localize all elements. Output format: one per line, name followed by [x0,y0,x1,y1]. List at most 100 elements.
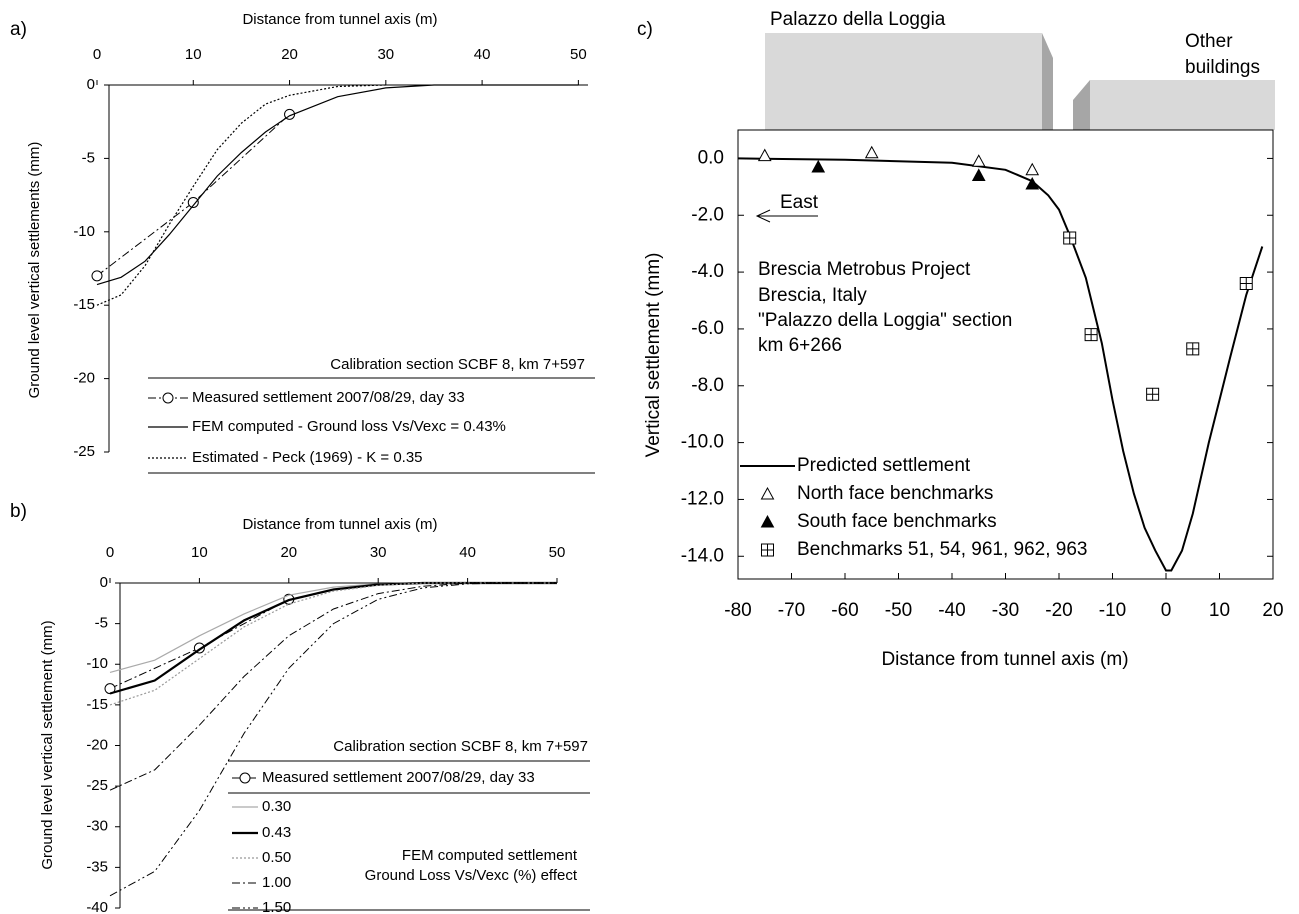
legend-marker [760,514,775,528]
y-tick-label: -10 [73,223,95,240]
y-axis-label: Ground level vertical settlements (mm) [26,142,43,399]
marker [187,196,199,208]
x-tick-label: 30 [370,544,387,561]
y-tick-label: -30 [86,818,108,835]
y-tick-label: 0.0 [698,147,724,168]
annotation: km 6+266 [758,335,842,356]
x-tick-label: 10 [185,46,202,63]
series-line [96,114,290,277]
x-tick-label: 10 [191,544,208,561]
y-axis-label: Vertical settlement (mm) [643,253,664,458]
annotation: Ground Loss Vs/Vexc (%) effect [365,867,578,884]
marker [1025,176,1040,190]
marker [757,148,772,162]
y-tick-label: 0 [100,574,108,591]
x-tick-label: -80 [724,600,751,621]
marker [864,145,879,159]
series-line [109,582,557,673]
arrow-head [755,209,771,223]
legend-label: Estimated - Peck (1969) - K = 0.35 [192,449,423,466]
y-tick-label: -20 [86,736,108,753]
marker [104,683,116,695]
x-tick-label: -60 [831,600,858,621]
x-tick-label: -40 [938,600,965,621]
marker [1084,328,1098,342]
marker [971,168,986,181]
legend-label: Measured settlement 2007/08/29, day 33 [262,769,535,786]
marker [91,270,103,282]
marker [1025,162,1040,176]
y-tick-label: -6.0 [691,318,724,339]
y-tick-label: -10 [86,655,108,672]
building [765,33,1042,130]
series-line [737,157,1264,572]
x-tick-label: -10 [1099,600,1126,621]
y-tick-label: -15 [86,696,108,713]
y-tick-label: -10.0 [681,432,724,453]
marker [1146,387,1160,401]
x-tick-label: 0 [106,544,114,561]
y-tick-label: -25 [86,777,108,794]
legend-title: Calibration section SCBF 8, km 7+597 [333,738,588,755]
marker [1239,276,1253,290]
y-tick-label: -2.0 [691,204,724,225]
y-tick-label: -14.0 [681,545,724,566]
building-label: buildings [1185,57,1260,78]
marker [971,154,986,167]
marker [1186,342,1200,356]
building-side [1042,33,1053,130]
y-tick-label: -25 [73,443,95,460]
x-axis-label: Distance from tunnel axis (m) [881,649,1128,670]
series-line [109,582,557,897]
building [1090,80,1275,130]
x-tick-label: 50 [549,544,566,561]
series-line [109,582,557,791]
legend-marker [760,486,775,500]
panel-label: b) [10,501,27,522]
y-tick-label: -12.0 [681,488,724,509]
legend-label: Benchmarks 51, 54, 961, 962, 963 [797,539,1087,560]
x-tick-label: 40 [474,46,491,63]
y-tick-label: -4.0 [691,261,724,282]
legend-label: 0.43 [262,824,291,841]
y-tick-label: -15 [73,296,95,313]
x-tick-label: 30 [377,46,394,63]
x-tick-label: -50 [885,600,912,621]
legend-label: FEM computed - Ground loss Vs/Vexc = 0.4… [192,418,506,435]
marker [811,159,826,173]
y-tick-label: -35 [86,858,108,875]
series-line [96,84,386,306]
legend-marker [761,543,774,557]
legend-marker [162,392,174,404]
x-tick-label: 40 [459,544,476,561]
x-tick-label: 20 [1262,600,1283,621]
x-tick-label: -30 [992,600,1019,621]
y-tick-label: -20 [73,370,95,387]
panel-label: c) [637,19,653,40]
x-tick-label: 50 [570,46,587,63]
x-tick-label: 20 [281,46,298,63]
series-line [109,582,557,706]
annotation: Brescia Metrobus Project [758,259,971,280]
legend-label: North face benchmarks [797,483,993,504]
legend-label: Predicted settlement [797,455,971,476]
legend-title: Calibration section SCBF 8, km 7+597 [330,356,585,373]
y-tick-label: 0 [87,76,95,93]
x-tick-label: 0 [93,46,101,63]
legend-label: 0.50 [262,849,291,866]
legend-label: Measured settlement 2007/08/29, day 33 [192,389,465,406]
building-label: Palazzo della Loggia [770,9,946,30]
legend-label: 1.00 [262,874,291,891]
legend-marker [239,772,251,784]
x-axis-label: Distance from tunnel axis (m) [242,516,437,533]
marker [1063,231,1077,245]
series-line [109,581,557,695]
legend-label: South face benchmarks [797,511,997,532]
x-tick-label: 0 [1161,600,1172,621]
annotation: Brescia, Italy [758,285,867,306]
y-tick-label: -8.0 [691,375,724,396]
annotation: "Palazzo della Loggia" section [758,310,1012,331]
y-axis-label: Ground level vertical settlement (mm) [39,620,56,869]
building-side [1073,80,1090,130]
